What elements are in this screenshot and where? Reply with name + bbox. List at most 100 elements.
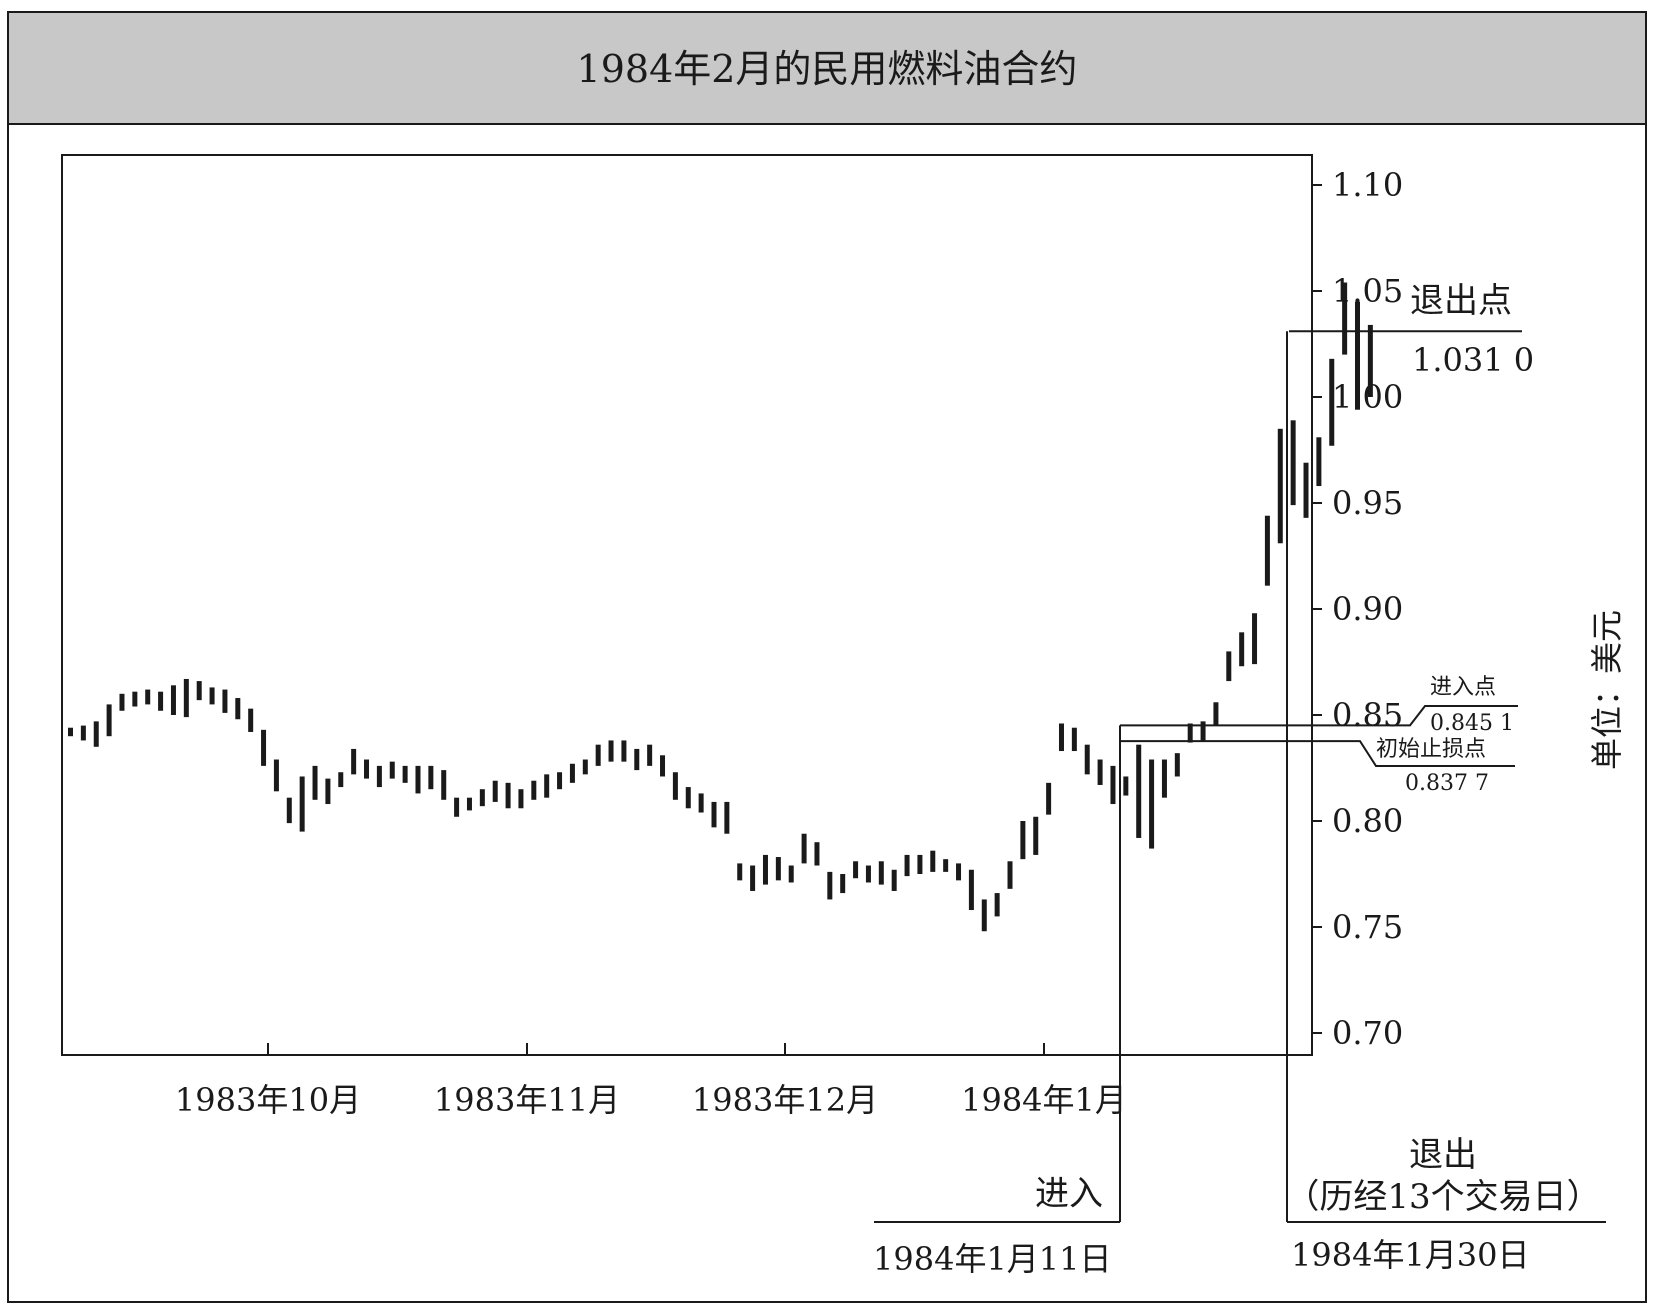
price-bar — [608, 740, 614, 762]
price-bar — [1342, 282, 1348, 355]
price-bar — [441, 770, 447, 800]
annotations: 退出点 1.031 0 进入点 0.845 1 初始止损点 0.837 7 单位… — [873, 281, 1626, 1278]
x-axis: 1983年10月 1983年11月 1983年12月 1984年1月 — [175, 1043, 1127, 1119]
price-bar — [557, 772, 563, 790]
price-bar — [466, 797, 472, 811]
price-bar — [930, 850, 936, 872]
price-bar — [1071, 727, 1077, 752]
price-bar — [737, 863, 743, 881]
entry-date: 1984年1月11日 — [873, 1240, 1112, 1278]
chart-title: 1984年2月的民用燃料油合约 — [577, 47, 1078, 91]
price-bar — [762, 854, 768, 885]
x-tick-label: 1984年1月 — [961, 1081, 1127, 1119]
price-bar — [93, 721, 99, 747]
price-bar — [968, 869, 974, 911]
price-bar — [273, 759, 279, 792]
price-bar — [389, 761, 395, 779]
price-bar — [1329, 358, 1335, 446]
price-bar — [853, 861, 859, 879]
price-bar — [518, 789, 524, 809]
price-bar — [158, 691, 164, 711]
price-bar — [299, 776, 305, 832]
exit-point-value: 1.031 0 — [1412, 341, 1534, 379]
exit-point-label: 退出点 — [1410, 281, 1512, 321]
price-bar — [119, 693, 125, 711]
price-bar — [801, 833, 807, 864]
price-bar — [1367, 324, 1373, 397]
exit-date: 1984年1月30日 — [1291, 1236, 1530, 1274]
y-tick-label: 0.75 — [1332, 908, 1403, 946]
price-bar — [132, 691, 138, 707]
price-bar — [775, 857, 781, 881]
x-tick-label: 1983年11月 — [434, 1081, 620, 1119]
price-bar — [1290, 420, 1296, 506]
y-axis-label: 单位：美元 — [1588, 610, 1626, 770]
price-bar — [569, 763, 575, 783]
price-bar — [1123, 776, 1129, 796]
price-bar — [878, 861, 884, 885]
price-bar — [170, 685, 176, 715]
price-bar — [492, 780, 498, 802]
price-bar — [1277, 428, 1283, 544]
x-tick-label: 1983年10月 — [175, 1081, 361, 1119]
price-bar — [209, 687, 215, 705]
price-bar — [1239, 632, 1245, 667]
price-bar — [544, 774, 550, 798]
price-bar — [531, 780, 537, 800]
outer-frame — [7, 11, 1647, 1303]
price-bar — [685, 787, 691, 809]
price-bar — [248, 708, 254, 732]
price-bar — [106, 704, 112, 737]
price-bar — [1110, 765, 1116, 805]
price-bar — [865, 865, 871, 883]
price-bar — [788, 865, 794, 883]
y-tick-label: 0.80 — [1332, 802, 1403, 840]
entry-point-line — [1120, 705, 1518, 727]
price-bar — [917, 854, 923, 874]
price-bar — [338, 772, 344, 788]
price-bar — [196, 681, 202, 701]
price-bar — [827, 871, 833, 900]
price-bar — [1161, 759, 1167, 798]
price-bar — [981, 899, 987, 932]
price-bar — [1046, 782, 1052, 815]
price-bar — [1136, 744, 1142, 838]
price-bar — [286, 797, 292, 824]
price-bar — [505, 782, 511, 809]
y-tick-label: 1.10 — [1332, 166, 1403, 204]
price-bar — [634, 748, 640, 771]
price-bar — [312, 765, 318, 800]
price-bar — [1033, 816, 1039, 855]
price-bar — [1007, 861, 1013, 889]
price-bar — [261, 729, 267, 766]
price-bar — [660, 755, 666, 777]
x-tick-label: 1983年12月 — [692, 1081, 878, 1119]
price-bar — [1226, 651, 1232, 682]
price-bar — [454, 797, 460, 817]
price-bar — [68, 727, 73, 737]
price-bar — [1264, 515, 1270, 586]
price-bar — [1174, 753, 1180, 777]
price-bar — [1316, 437, 1322, 487]
price-bar — [428, 765, 434, 790]
price-bar — [994, 893, 1000, 917]
price-bar — [891, 869, 897, 891]
y-tick-label: 0.70 — [1332, 1014, 1403, 1052]
price-bar — [840, 874, 846, 894]
price-bar — [1200, 721, 1206, 741]
price-bar — [479, 789, 485, 807]
price-bar — [943, 859, 949, 872]
price-bar — [145, 689, 151, 705]
y-tick-label: 0.90 — [1332, 590, 1403, 628]
price-bar — [1149, 759, 1155, 849]
stop-value: 0.837 7 — [1405, 771, 1489, 796]
plot-area — [61, 154, 1313, 1056]
price-bar — [1187, 723, 1193, 743]
price-bars — [68, 282, 1373, 932]
price-bar — [582, 759, 588, 775]
price-bar — [1058, 723, 1064, 752]
price-bar — [364, 759, 370, 779]
price-bar — [647, 744, 653, 766]
price-bar — [1355, 301, 1360, 410]
